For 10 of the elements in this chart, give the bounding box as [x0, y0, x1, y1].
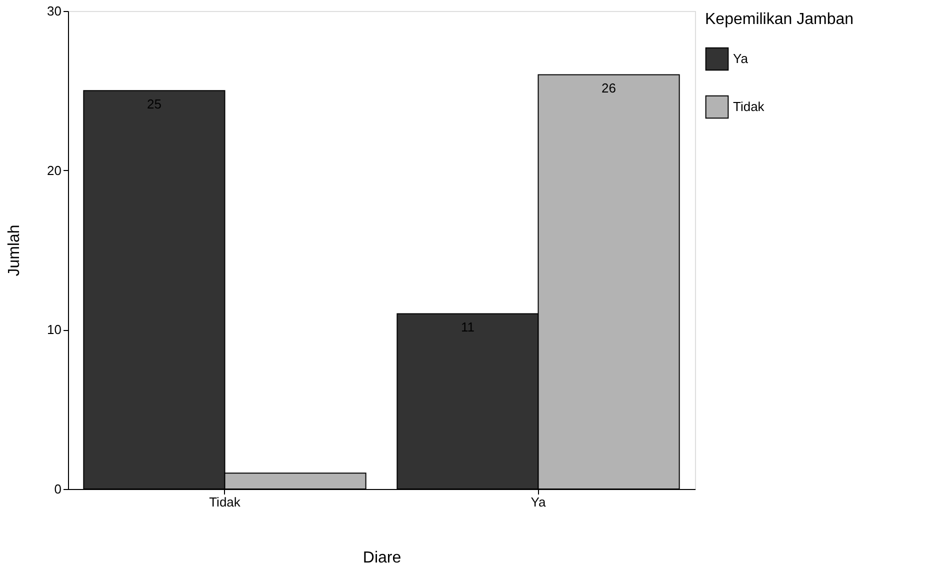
y-tick-label: 20: [47, 162, 62, 178]
y-tick-label: 30: [47, 4, 62, 18]
legend-label: Tidak: [733, 99, 765, 114]
y-tick-label: 10: [47, 322, 62, 338]
y-axis-title: Jumlah: [6, 224, 24, 276]
y-tick-label: 0: [54, 482, 62, 496]
legend-label: Ya: [733, 51, 749, 66]
legend-title: Kepemilikan Jamban: [705, 11, 854, 28]
data-label: 26: [602, 80, 616, 96]
x-axis-title: Diare: [362, 550, 402, 566]
